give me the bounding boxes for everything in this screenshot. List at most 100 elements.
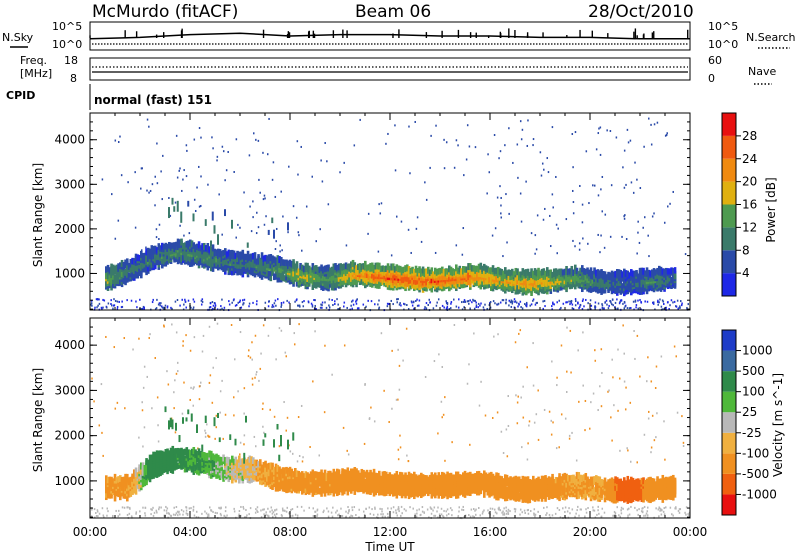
sparse-scatter-point: [650, 380, 653, 383]
ground-scatter-point: [597, 302, 600, 305]
sparse-scatter-point: [168, 197, 170, 200]
ground-scatter-point: [396, 514, 398, 517]
ground-scatter-point: [256, 506, 259, 509]
band-cell: [624, 270, 628, 277]
ground-scatter-point: [640, 300, 642, 303]
ground-scatter-point: [98, 302, 101, 305]
ground-scatter-point: [218, 506, 220, 509]
band-cell: [376, 262, 379, 270]
ground-scatter-point: [507, 511, 509, 514]
band-cell: [348, 263, 351, 270]
ground-scatter-point: [642, 507, 644, 510]
band-cell: [355, 265, 358, 273]
band-cell: [229, 265, 232, 273]
ground-scatter-point: [242, 507, 245, 510]
band-cell: [353, 278, 357, 285]
band-cell: [112, 273, 115, 280]
band-cell: [159, 450, 162, 458]
ground-scatter-point: [228, 300, 230, 303]
band-cell: [581, 265, 584, 273]
ground-scatter-point: [382, 515, 384, 518]
band-cell: [525, 269, 528, 277]
sparse-scatter-point: [176, 361, 179, 364]
ground-scatter-point: [316, 515, 318, 518]
sparse-scatter-point: [193, 138, 196, 141]
band-cell: [418, 278, 421, 286]
ground-scatter-point: [312, 507, 315, 510]
sparse-scatter-point: [379, 212, 382, 215]
band-cell: [610, 270, 614, 278]
ground-scatter-point: [429, 301, 432, 304]
ground-scatter-point: [574, 298, 577, 301]
ground-scatter-point: [374, 506, 376, 509]
band-cell: [211, 453, 215, 460]
ground-scatter-point: [513, 298, 516, 301]
ground-scatter-point: [665, 506, 667, 509]
band-cell: [458, 265, 462, 273]
sparse-scatter-point: [320, 159, 322, 162]
band-cell: [577, 276, 581, 283]
band-cell: [430, 267, 434, 275]
sparse-scatter-point: [200, 175, 202, 178]
band-cell: [199, 257, 203, 264]
ground-scatter-point: [443, 306, 445, 309]
sparse-scatter-point: [608, 389, 610, 392]
ground-scatter-point: [282, 301, 285, 304]
sparse-scatter-point: [179, 167, 181, 170]
band-cell: [283, 275, 287, 282]
ground-scatter-point: [548, 513, 551, 516]
ground-scatter-point: [91, 508, 93, 511]
band-cell: [330, 273, 334, 281]
band-cell: [330, 266, 334, 274]
band-cell: [148, 454, 152, 462]
velocity-ionospheric-band: [105, 406, 677, 504]
ground-scatter-point: [622, 507, 624, 510]
sparse-scatter-point: [367, 212, 370, 215]
colorbar-swatch: [722, 113, 736, 136]
band-cell: [362, 279, 365, 286]
ground-scatter-point: [617, 307, 619, 310]
sparse-scatter-point: [552, 206, 554, 209]
ground-scatter-point: [448, 307, 451, 310]
ground-scatter-point: [449, 307, 452, 310]
ground-scatter-point: [91, 304, 93, 307]
ground-scatter-point: [243, 302, 245, 305]
sparse-scatter-point: [584, 399, 587, 402]
ground-scatter-point: [126, 513, 129, 516]
band-cell: [201, 451, 204, 459]
band-cell: [442, 269, 446, 276]
ground-scatter-point: [321, 306, 323, 309]
frequency-panel-frame: [89, 57, 691, 81]
band-cell: [110, 263, 113, 271]
sparse-scatter-point: [171, 323, 173, 326]
band-cell: [260, 252, 264, 260]
sparse-scatter-point: [117, 219, 120, 222]
ground-scatter-point: [626, 508, 629, 511]
band-cell: [117, 476, 120, 483]
streak-cell: [224, 209, 226, 217]
ground-scatter-point: [424, 306, 426, 309]
sparse-scatter-point: [143, 426, 146, 429]
sparse-scatter-point: [321, 180, 324, 183]
band-cell: [645, 267, 649, 275]
band-cell: [670, 267, 673, 274]
ground-scatter-point: [201, 298, 204, 301]
band-cell: [154, 245, 157, 253]
band-cell: [318, 266, 322, 273]
sparse-scatter-point: [493, 134, 496, 137]
band-cell: [166, 252, 169, 260]
sparse-scatter-point: [484, 414, 487, 417]
colorbar-tick-label: 8: [742, 243, 750, 257]
band-cell: [211, 244, 215, 252]
ground-scatter-point: [533, 512, 535, 515]
band-cell: [416, 267, 420, 275]
sparse-scatter-point: [667, 205, 669, 208]
ground-scatter-point: [461, 301, 463, 304]
ground-scatter-point: [294, 300, 296, 303]
ground-scatter-point: [657, 303, 659, 306]
band-cell: [467, 270, 470, 278]
streak-cell: [171, 197, 174, 205]
band-cell: [126, 473, 129, 481]
ground-scatter-point: [212, 304, 215, 307]
band-cell: [155, 465, 159, 473]
